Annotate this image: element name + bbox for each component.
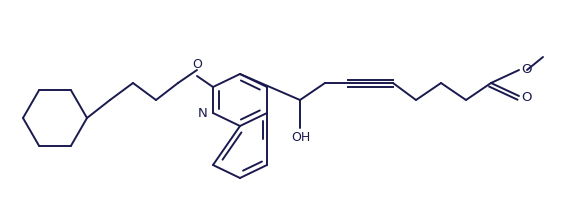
Text: N: N xyxy=(198,106,208,119)
Text: O: O xyxy=(522,62,532,75)
Text: OH: OH xyxy=(291,130,311,143)
Text: O: O xyxy=(192,57,202,70)
Text: O: O xyxy=(522,90,532,103)
